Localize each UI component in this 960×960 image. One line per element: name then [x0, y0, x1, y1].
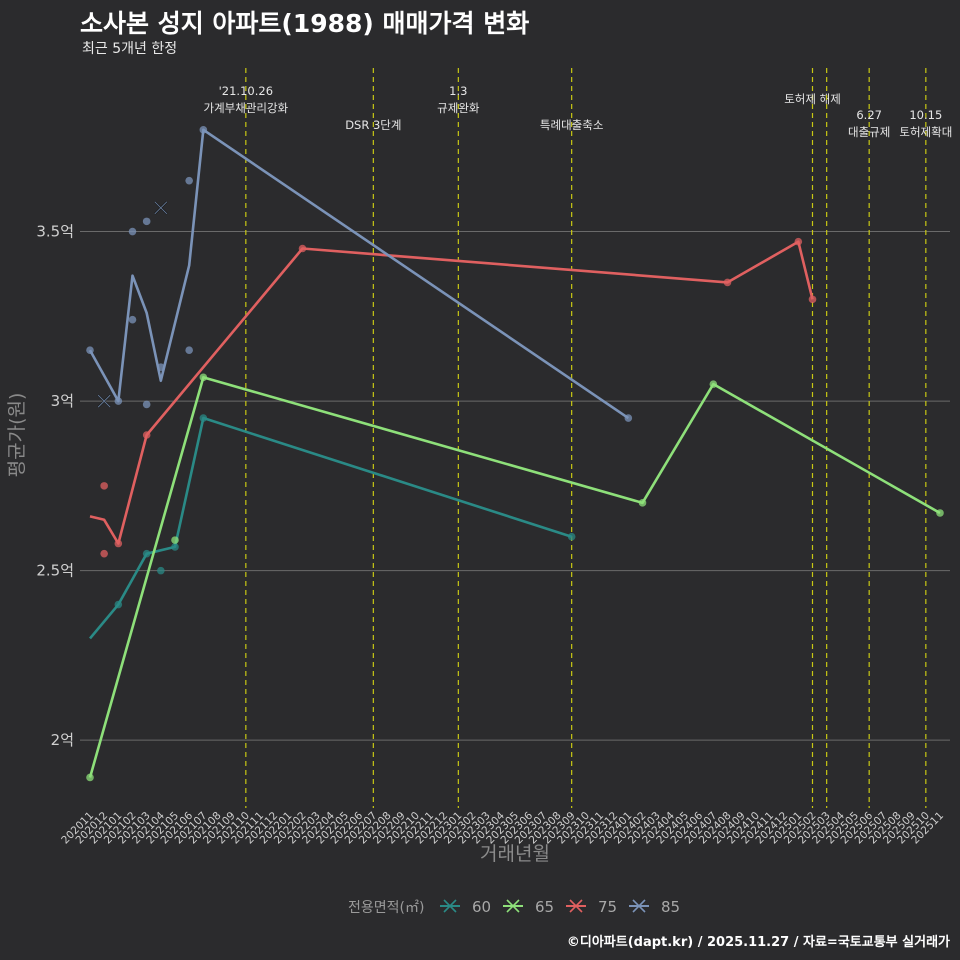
cross-marker-85 [97, 394, 111, 408]
data-point-85 [199, 126, 208, 134]
cross-marker-85 [154, 201, 168, 215]
data-point-85 [114, 397, 123, 405]
data-point-60 [157, 566, 165, 575]
data-point-65 [936, 509, 944, 517]
data-point-75 [100, 482, 108, 490]
data-point-75 [808, 295, 817, 304]
data-point-65 [709, 380, 718, 388]
data-point-85 [128, 315, 137, 324]
data-point-85 [157, 363, 165, 371]
legend-label-85: 85 [661, 898, 680, 916]
data-point-60 [114, 600, 123, 609]
legend-key-marker-65 [506, 899, 520, 913]
x-axis-label: 거래년월 [480, 843, 550, 865]
event-label: 규제완화 [437, 101, 480, 115]
data-point-60 [199, 414, 208, 422]
event-label: DSR 3단계 [345, 118, 401, 132]
data-point-60 [171, 543, 179, 551]
y-tick-label: 3억 [51, 392, 74, 410]
series-layer [86, 126, 944, 782]
series-line-75 [89, 240, 814, 545]
event-label: 6.27 [856, 108, 882, 122]
event-label: 1.3 [449, 84, 467, 98]
event-label: 가계부채관리강화 [204, 101, 289, 115]
data-point-75 [298, 244, 307, 253]
event-label: 특례대출축소 [540, 118, 603, 132]
data-point-60 [142, 549, 151, 558]
event-label: 토허제 해제 [784, 92, 841, 106]
data-point-85 [142, 400, 151, 409]
data-point-75 [794, 237, 803, 246]
data-point-75 [100, 549, 108, 558]
data-point-60 [567, 532, 576, 541]
y-tick-label: 3.5억 [36, 223, 74, 241]
data-point-65 [638, 499, 647, 507]
event-label: 토허제확대 [899, 125, 952, 139]
legend-title: 전용면적(㎡) [348, 900, 424, 916]
data-point-65 [199, 373, 208, 382]
grid-layer [80, 231, 950, 741]
legend-label-60: 60 [472, 898, 491, 916]
series-line-85 [88, 128, 630, 420]
data-point-75 [114, 539, 123, 548]
legend-label-75: 75 [598, 898, 617, 916]
legend-key-marker-60 [443, 899, 457, 913]
data-point-85 [142, 217, 151, 226]
series-line-60 [89, 416, 573, 640]
legend-label-65: 65 [535, 898, 554, 916]
data-point-65 [171, 536, 179, 544]
data-point-65 [86, 773, 94, 782]
data-point-75 [142, 431, 151, 439]
legend: 전용면적(㎡) 60 65 75 85 [348, 898, 680, 916]
data-point-85 [185, 176, 193, 185]
event-label: 대출규제 [848, 125, 890, 139]
y-tick-label: 2.5억 [36, 562, 74, 580]
data-point-85 [86, 346, 94, 355]
chart-subtitle: 최근 5개년 한정 [82, 41, 178, 57]
data-point-75 [723, 278, 732, 287]
legend-key-marker-85 [632, 899, 646, 913]
legend-key-marker-75 [569, 899, 583, 913]
data-point-85 [185, 346, 193, 355]
y-axis-label: 평균가(원) [6, 393, 28, 478]
source-credit: ©디아파트(dapt.kr) / 2025.11.27 / 자료=국토교통부 실… [566, 935, 950, 950]
data-point-85 [128, 227, 137, 236]
chart-title: 소사본 성지 아파트(1988) 매매가격 변화 [80, 9, 530, 38]
event-label: '21.10.26 [219, 84, 273, 98]
y-tick-label: 2억 [51, 731, 74, 749]
event-label: 10.15 [909, 108, 942, 122]
data-point-85 [624, 414, 633, 422]
